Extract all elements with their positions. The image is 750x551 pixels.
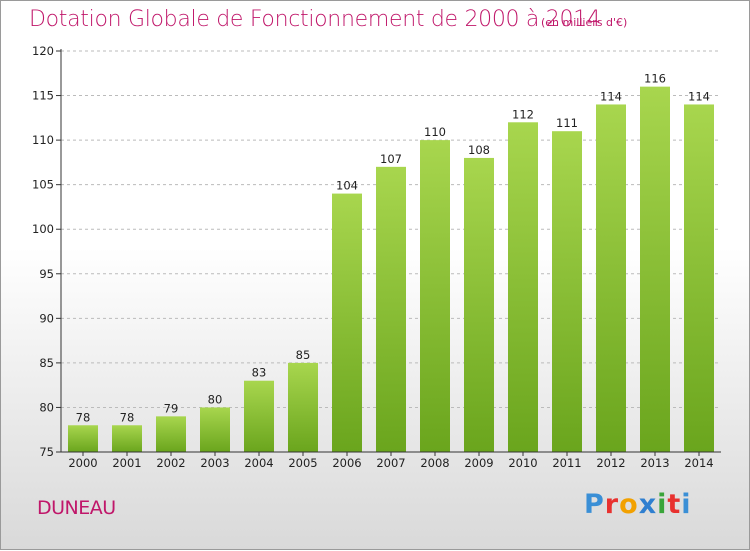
bar-value-label: 111 [556, 116, 578, 130]
x-tick-label: 2000 [68, 456, 97, 470]
y-tick-label: 85 [39, 356, 54, 370]
y-tick-label: 110 [32, 133, 54, 147]
bar-2009 [464, 157, 494, 452]
logo-letter: i [657, 489, 668, 520]
x-tick-label: 2011 [552, 456, 581, 470]
logo-letter: x [638, 489, 658, 520]
y-tick-label: 95 [39, 267, 54, 281]
x-tick-label: 2001 [112, 456, 141, 470]
bar-value-label: 78 [76, 410, 91, 424]
bar-2007 [376, 166, 406, 452]
y-tick-label: 115 [32, 89, 54, 103]
bar-value-label: 78 [120, 410, 135, 424]
y-tick-label: 105 [32, 178, 54, 192]
logo-letter: r [604, 489, 620, 520]
bar-value-label: 108 [468, 143, 490, 157]
bar-2010 [508, 122, 538, 453]
bar-value-label: 83 [252, 366, 267, 380]
bar-value-label: 116 [644, 72, 666, 86]
x-tick-label: 2008 [420, 456, 449, 470]
y-tick-label: 90 [39, 311, 54, 325]
bar-2001 [112, 425, 142, 452]
y-tick-label: 100 [32, 222, 54, 236]
y-tick-label: 80 [39, 400, 54, 414]
x-tick-label: 2007 [376, 456, 405, 470]
bar-2011 [552, 131, 582, 452]
bar-2000 [68, 425, 98, 452]
y-tick-label: 75 [39, 445, 54, 459]
bar-2013 [640, 86, 670, 453]
x-tick-label: 2006 [332, 456, 361, 470]
bar-2004 [244, 380, 274, 452]
bar-value-label: 85 [296, 348, 311, 362]
bar-2006 [332, 193, 362, 453]
x-tick-label: 2010 [508, 456, 537, 470]
x-tick-label: 2013 [640, 456, 669, 470]
x-tick-label: 2004 [244, 456, 273, 470]
x-tick-label: 2002 [156, 456, 185, 470]
bar-2012 [596, 104, 626, 452]
bars: 78 78 79 80 83 85 104 107 110 108 112 111 114 116 114 [68, 72, 714, 453]
proxiti-logo[interactable]: Proxiti [584, 489, 692, 520]
bar-value-label: 79 [164, 401, 179, 415]
bar-value-label: 114 [600, 89, 622, 103]
logo-letter: o [619, 489, 639, 520]
logo-letter: i [681, 489, 692, 520]
bar-value-label: 112 [512, 107, 534, 121]
x-tick-label: 2005 [288, 456, 317, 470]
logo-letter: t [667, 489, 682, 520]
commune-name: DUNEAU [37, 497, 116, 519]
bar-value-label: 114 [688, 89, 710, 103]
x-tick-label: 2009 [464, 456, 493, 470]
bar-value-label: 107 [380, 152, 402, 166]
bar-2008 [420, 140, 450, 452]
x-tick-label: 2014 [684, 456, 713, 470]
x-tick-label: 2012 [596, 456, 625, 470]
bar-2005 [288, 362, 318, 452]
bar-value-label: 110 [424, 125, 446, 139]
bar-2014 [684, 104, 714, 452]
chart-title: Dotation Globale de Fonctionnement de 20… [29, 7, 601, 32]
bar-2002 [156, 416, 186, 452]
bar-value-label: 80 [208, 392, 223, 406]
bar-value-label: 104 [336, 179, 358, 193]
axes: 75 80 85 90 95 100 105 110 115 120 2000 2001 2002 200… [32, 44, 721, 470]
x-tick-label: 2003 [200, 456, 229, 470]
y-tick-label: 120 [32, 44, 54, 58]
bar-2003 [200, 407, 230, 452]
chart-subtitle: (en milliers d'€) [541, 16, 628, 29]
logo-letter: P [584, 489, 605, 520]
